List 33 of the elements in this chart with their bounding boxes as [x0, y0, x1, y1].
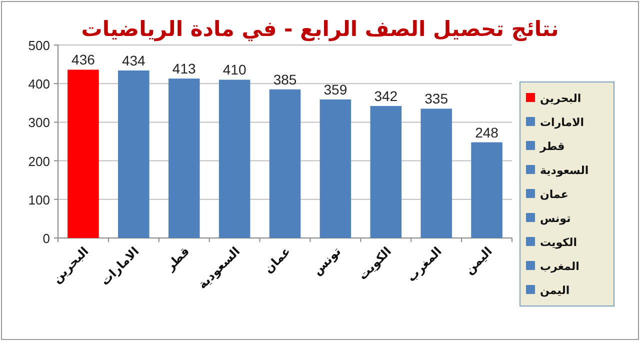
x-tick-label: المغرب [404, 244, 444, 285]
y-tick-label: 0 [42, 231, 50, 246]
data-label: 434 [122, 52, 146, 68]
x-tick-label: قطر [162, 244, 192, 274]
legend-label: السعودية [540, 164, 589, 177]
y-tick-label: 500 [28, 38, 50, 53]
legend-label: تونس [540, 212, 571, 225]
x-tick-label: السعودية [195, 244, 243, 292]
data-label: 436 [72, 52, 96, 68]
x-tick-label: الكويت [356, 244, 394, 283]
legend-label: الكويت [540, 236, 577, 249]
legend-label: قطر [539, 140, 565, 153]
x-tick-label: اليمن [462, 244, 495, 278]
y-tick-label: 100 [28, 192, 50, 208]
legend-label: عمان [540, 188, 568, 201]
data-label: 413 [172, 60, 196, 77]
data-label: 248 [475, 124, 499, 140]
x-tick-label: البحرين [50, 244, 92, 286]
legend-label: الامارات [540, 116, 584, 129]
y-tick-label: 200 [28, 154, 50, 169]
y-tick-label: 300 [28, 115, 50, 130]
data-label: 335 [424, 90, 448, 107]
y-tick-label: 400 [28, 76, 50, 92]
x-tick-label: تونس [310, 244, 344, 278]
x-tick-label: عمان [261, 244, 294, 276]
data-label: 359 [324, 81, 348, 98]
data-label: 342 [374, 88, 398, 104]
legend-label: البحرين [540, 92, 582, 105]
data-label: 410 [222, 62, 246, 78]
legend-label: اليمن [540, 284, 570, 297]
x-tick-label: الامارات [98, 244, 142, 288]
data-label: 385 [273, 71, 297, 88]
chart-title: نتائج تحصيل الصف الرابع - في مادة الرياضيات [81, 17, 559, 42]
